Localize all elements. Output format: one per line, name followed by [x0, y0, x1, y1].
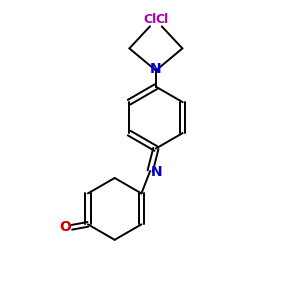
Text: Cl: Cl: [155, 14, 168, 26]
Text: N: N: [150, 62, 162, 76]
Text: O: O: [59, 220, 71, 234]
Text: Cl: Cl: [143, 14, 157, 26]
Text: N: N: [151, 166, 162, 179]
